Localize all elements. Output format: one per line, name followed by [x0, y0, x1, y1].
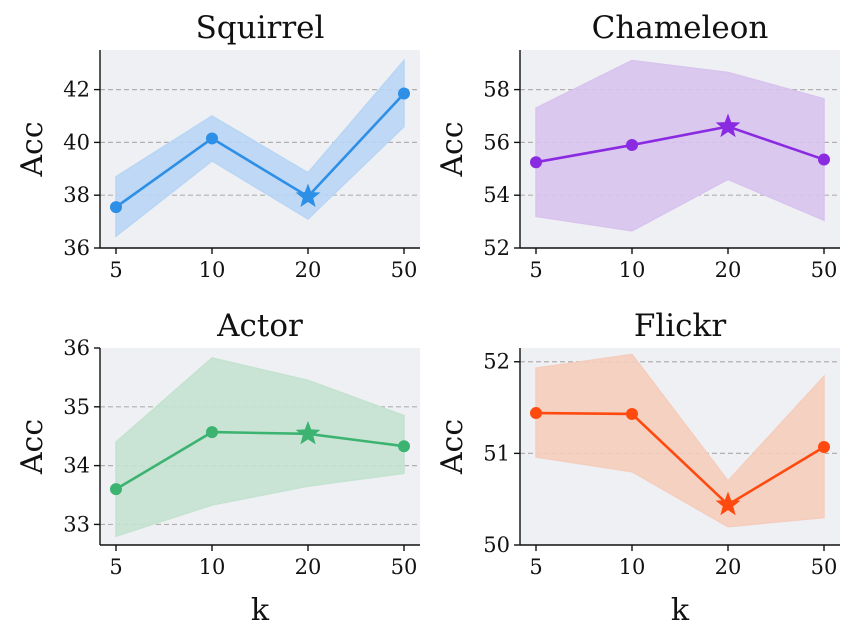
x-tick-label: 5 [529, 258, 542, 282]
y-tick-label: 38 [63, 183, 90, 207]
x-tick-label: 10 [619, 555, 646, 579]
data-point [530, 407, 542, 420]
x-tick-label: 10 [199, 258, 226, 282]
y-tick-label: 56 [483, 130, 510, 154]
y-tick-label: 36 [63, 236, 90, 260]
y-tick-label: 36 [63, 336, 90, 360]
y-tick-label: 58 [483, 78, 510, 102]
y-axis-label: Acc [15, 121, 50, 177]
data-point [110, 201, 122, 214]
best-point-star [295, 420, 321, 445]
subplot-flickr: 50 51 52 5 10 20 50 Flickr Acc k [435, 308, 840, 628]
confidence-band [115, 357, 405, 538]
data-point [206, 426, 218, 439]
y-tick-label: 42 [63, 78, 90, 102]
y-tick-label: 50 [483, 533, 510, 557]
y-axis-label: Acc [435, 419, 470, 475]
data-point [818, 153, 830, 166]
x-tick-label: 50 [391, 258, 418, 282]
x-tick-label: 10 [199, 555, 226, 579]
chart-title: Actor [216, 308, 303, 344]
y-tick-label: 52 [483, 236, 510, 260]
x-tick-label: 20 [295, 258, 322, 282]
x-tick-label: 10 [619, 258, 646, 282]
subplot-squirrel: 36 38 40 42 5 10 20 50 Squirrel Acc [15, 10, 420, 282]
x-tick-label: 20 [295, 555, 322, 579]
best-point-star [295, 183, 321, 208]
series-line [115, 430, 405, 491]
y-tick-label: 40 [63, 130, 90, 154]
series-line [535, 125, 825, 164]
subplot-chameleon: 52 54 56 58 5 10 20 50 Chameleon Acc [435, 10, 840, 282]
confidence-band [535, 353, 825, 528]
x-tick-label: 50 [811, 555, 838, 579]
y-tick-label: 33 [63, 512, 90, 536]
x-tick-label: 20 [715, 258, 742, 282]
subplot-actor: 33 34 35 36 5 10 20 50 Actor Acc k [15, 308, 420, 628]
chart-title: Squirrel [196, 10, 325, 46]
y-tick-label: 34 [63, 454, 90, 478]
x-tick-label: 5 [109, 258, 122, 282]
data-point [398, 87, 410, 100]
data-point [626, 407, 638, 420]
chart-title: Flickr [634, 308, 726, 344]
x-tick-label: 20 [715, 555, 742, 579]
y-axis-label: Acc [435, 121, 470, 177]
best-point-star [715, 491, 741, 516]
confidence-band [535, 59, 825, 232]
data-point [110, 483, 122, 496]
x-axis-label: k [251, 593, 270, 628]
confidence-band [115, 58, 405, 238]
y-axis-label: Acc [15, 419, 50, 475]
series-line [535, 411, 825, 507]
x-tick-label: 5 [529, 555, 542, 579]
data-point [530, 156, 542, 169]
best-point-star [715, 113, 741, 138]
x-tick-label: 5 [109, 555, 122, 579]
chart-title: Chameleon [592, 10, 769, 46]
x-tick-label: 50 [391, 555, 418, 579]
data-point [206, 132, 218, 145]
x-axis-label: k [671, 593, 690, 628]
y-tick-label: 52 [483, 350, 510, 374]
data-point [626, 139, 638, 152]
data-point [398, 440, 410, 453]
x-tick-label: 50 [811, 258, 838, 282]
y-tick-label: 51 [483, 441, 510, 465]
data-point [818, 440, 830, 453]
series-line [115, 92, 405, 209]
y-tick-label: 54 [483, 183, 510, 207]
y-tick-label: 35 [63, 395, 90, 419]
